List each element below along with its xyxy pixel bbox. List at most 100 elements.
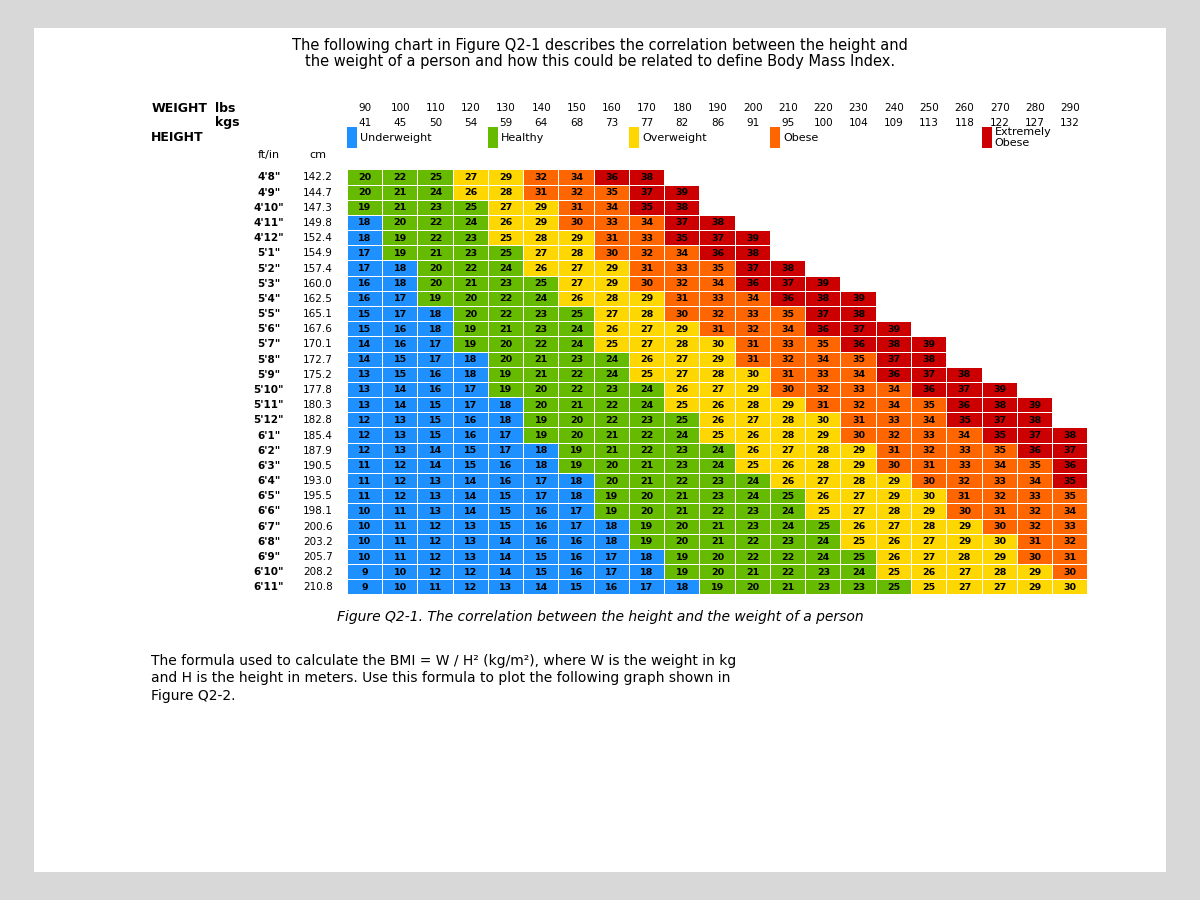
Text: 21: 21 bbox=[676, 507, 689, 516]
Text: 15: 15 bbox=[359, 310, 372, 319]
FancyBboxPatch shape bbox=[454, 276, 488, 291]
Text: 17: 17 bbox=[641, 583, 654, 592]
FancyBboxPatch shape bbox=[524, 170, 558, 184]
Text: 12: 12 bbox=[359, 446, 372, 455]
Text: 34: 34 bbox=[817, 356, 830, 364]
Text: 23: 23 bbox=[499, 279, 512, 288]
FancyBboxPatch shape bbox=[454, 322, 488, 337]
FancyBboxPatch shape bbox=[912, 474, 947, 488]
Text: 26: 26 bbox=[676, 385, 689, 394]
FancyBboxPatch shape bbox=[701, 368, 734, 382]
FancyBboxPatch shape bbox=[736, 261, 770, 275]
Text: 25: 25 bbox=[428, 173, 442, 182]
FancyBboxPatch shape bbox=[947, 413, 982, 428]
FancyBboxPatch shape bbox=[806, 353, 840, 366]
Text: 22: 22 bbox=[570, 370, 583, 379]
Text: 26: 26 bbox=[781, 462, 794, 471]
FancyBboxPatch shape bbox=[630, 292, 664, 306]
FancyBboxPatch shape bbox=[559, 322, 594, 337]
Text: 11: 11 bbox=[359, 491, 372, 500]
FancyBboxPatch shape bbox=[595, 170, 629, 184]
Text: 16: 16 bbox=[605, 583, 618, 592]
Text: The formula used to calculate the BMI = W / H² (kg/m²), where W is the weight in: The formula used to calculate the BMI = … bbox=[151, 653, 737, 668]
Text: 20: 20 bbox=[641, 507, 654, 516]
FancyBboxPatch shape bbox=[348, 565, 382, 580]
FancyBboxPatch shape bbox=[348, 474, 382, 488]
FancyBboxPatch shape bbox=[559, 504, 594, 518]
Text: 152.4: 152.4 bbox=[302, 233, 332, 243]
Text: 13: 13 bbox=[464, 522, 478, 531]
FancyBboxPatch shape bbox=[947, 428, 982, 443]
FancyBboxPatch shape bbox=[488, 338, 523, 352]
Text: 33: 33 bbox=[676, 264, 689, 273]
Text: 39: 39 bbox=[1028, 400, 1042, 410]
Text: 120: 120 bbox=[461, 104, 480, 113]
Text: 6'2": 6'2" bbox=[257, 446, 281, 455]
FancyBboxPatch shape bbox=[841, 565, 876, 580]
Text: 20: 20 bbox=[394, 219, 407, 228]
Text: 33: 33 bbox=[817, 370, 830, 379]
FancyBboxPatch shape bbox=[1054, 428, 1087, 443]
Text: 22: 22 bbox=[781, 568, 794, 577]
Text: 190: 190 bbox=[708, 104, 727, 113]
FancyBboxPatch shape bbox=[524, 307, 558, 321]
FancyBboxPatch shape bbox=[770, 127, 780, 148]
FancyBboxPatch shape bbox=[488, 247, 523, 260]
FancyBboxPatch shape bbox=[419, 519, 452, 534]
FancyBboxPatch shape bbox=[524, 216, 558, 230]
Text: 27: 27 bbox=[781, 446, 794, 455]
Text: 29: 29 bbox=[887, 491, 900, 500]
Text: 127: 127 bbox=[1025, 118, 1045, 128]
Text: 24: 24 bbox=[781, 522, 794, 531]
Text: 36: 36 bbox=[852, 340, 865, 349]
Text: 5'11": 5'11" bbox=[253, 400, 284, 410]
Text: 25: 25 bbox=[570, 310, 583, 319]
FancyBboxPatch shape bbox=[630, 565, 664, 580]
FancyBboxPatch shape bbox=[488, 216, 523, 230]
Text: 21: 21 bbox=[428, 248, 442, 257]
Text: 5'8": 5'8" bbox=[257, 355, 281, 365]
FancyBboxPatch shape bbox=[770, 550, 805, 564]
FancyBboxPatch shape bbox=[383, 398, 418, 412]
Text: 113: 113 bbox=[919, 118, 940, 128]
FancyBboxPatch shape bbox=[488, 550, 523, 564]
Text: 25: 25 bbox=[464, 203, 478, 212]
Text: 33: 33 bbox=[781, 340, 794, 349]
FancyBboxPatch shape bbox=[488, 261, 523, 275]
Text: 20: 20 bbox=[641, 491, 654, 500]
Text: 290: 290 bbox=[1061, 104, 1080, 113]
FancyBboxPatch shape bbox=[701, 276, 734, 291]
Text: 90: 90 bbox=[359, 104, 372, 113]
Text: 25: 25 bbox=[605, 340, 618, 349]
FancyBboxPatch shape bbox=[383, 519, 418, 534]
Text: 22: 22 bbox=[781, 553, 794, 562]
Text: 39: 39 bbox=[994, 385, 1007, 394]
Text: 17: 17 bbox=[605, 568, 618, 577]
Text: 28: 28 bbox=[781, 431, 794, 440]
Text: 140: 140 bbox=[532, 104, 551, 113]
Text: 26: 26 bbox=[710, 416, 724, 425]
Text: 31: 31 bbox=[817, 400, 830, 410]
FancyBboxPatch shape bbox=[630, 474, 664, 488]
FancyBboxPatch shape bbox=[348, 216, 382, 230]
FancyBboxPatch shape bbox=[348, 580, 382, 595]
FancyBboxPatch shape bbox=[348, 322, 382, 337]
Text: 19: 19 bbox=[394, 248, 407, 257]
FancyBboxPatch shape bbox=[595, 216, 629, 230]
FancyBboxPatch shape bbox=[770, 261, 805, 275]
FancyBboxPatch shape bbox=[770, 292, 805, 306]
Text: 25: 25 bbox=[817, 522, 830, 531]
Text: 32: 32 bbox=[710, 310, 724, 319]
FancyBboxPatch shape bbox=[983, 413, 1016, 428]
FancyBboxPatch shape bbox=[383, 231, 418, 246]
Text: 29: 29 bbox=[781, 400, 794, 410]
Text: 32: 32 bbox=[852, 400, 865, 410]
Text: 19: 19 bbox=[570, 446, 583, 455]
Text: 31: 31 bbox=[570, 203, 583, 212]
Text: 14: 14 bbox=[464, 491, 478, 500]
Text: 24: 24 bbox=[499, 264, 512, 273]
Text: 18: 18 bbox=[641, 568, 654, 577]
Text: 6'3": 6'3" bbox=[257, 461, 281, 471]
Text: ft/in: ft/in bbox=[258, 150, 280, 160]
FancyBboxPatch shape bbox=[701, 292, 734, 306]
